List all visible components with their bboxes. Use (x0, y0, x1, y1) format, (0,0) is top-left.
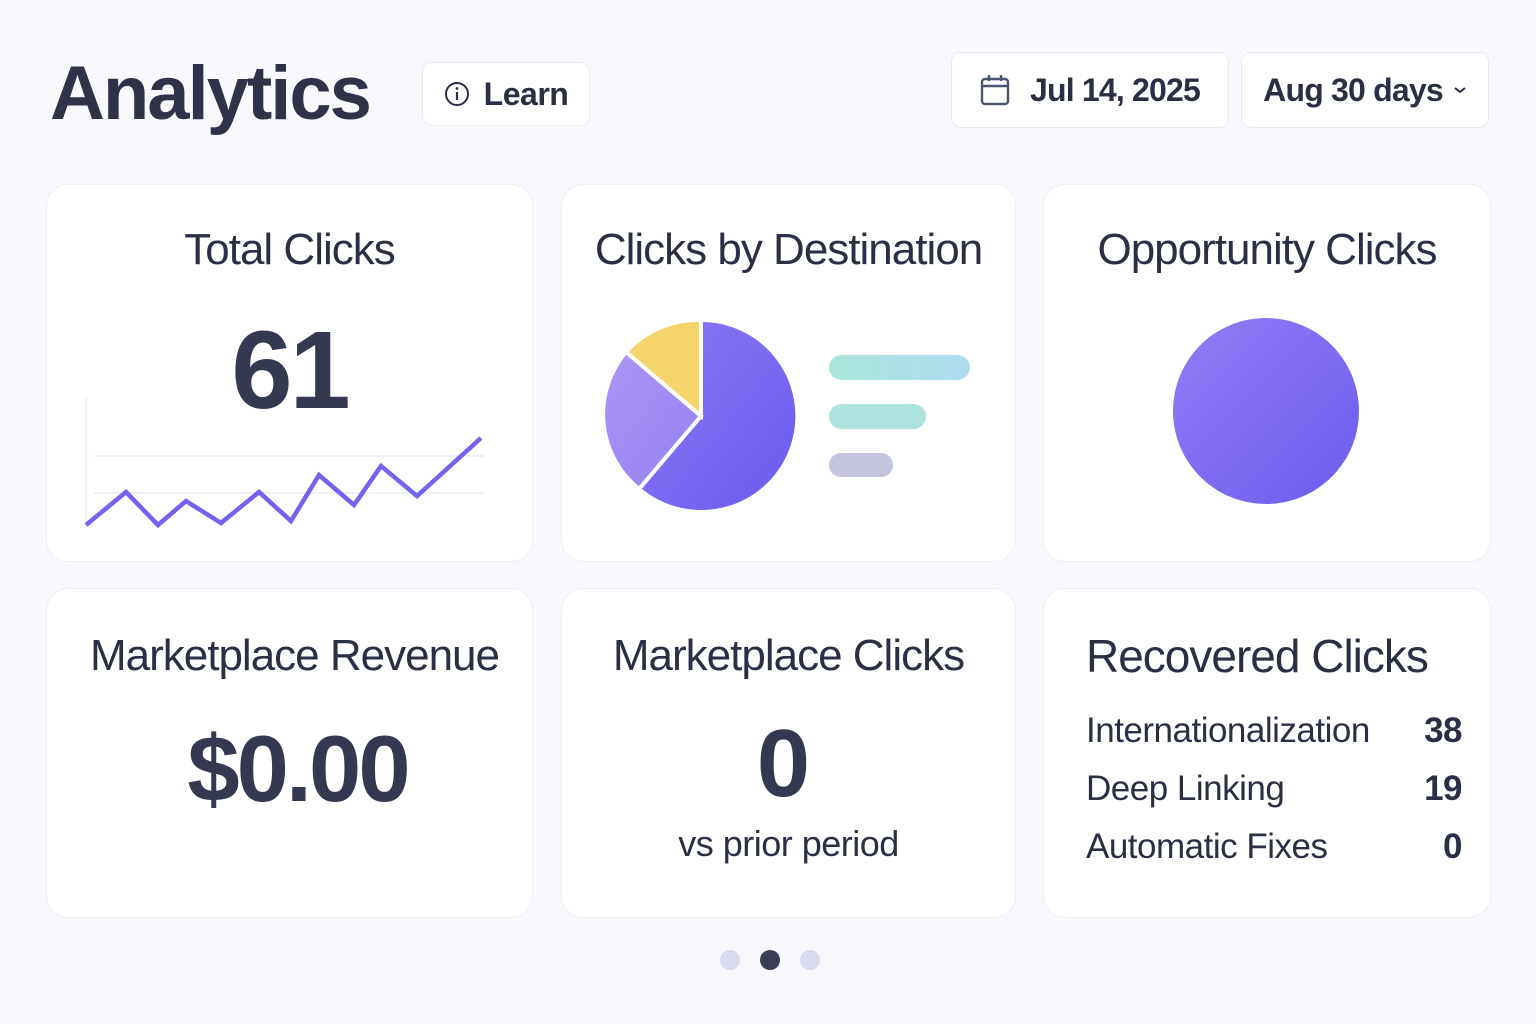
clicks-by-destination-card[interactable]: Clicks by Destination (561, 184, 1016, 562)
range-label: Aug 30 days (1263, 71, 1444, 108)
chevron-down-icon (1453, 85, 1467, 95)
marketplace-clicks-subtitle: vs prior period (678, 823, 899, 864)
page-dot-1[interactable] (720, 950, 740, 970)
learn-button[interactable]: Learn (422, 62, 590, 126)
learn-button-label: Learn (483, 75, 569, 112)
date-picker-button[interactable]: Jul 14, 2025 (951, 52, 1229, 128)
recovered-row: Internationalization 38 (1086, 711, 1462, 751)
total-clicks-value: 61 (231, 309, 350, 432)
recovered-row-label: Deep Linking (1086, 769, 1285, 808)
recovered-row-value: 19 (1424, 769, 1462, 808)
card-title: Total Clicks (184, 225, 396, 274)
recovered-row-label: Automatic Fixes (1086, 827, 1328, 866)
opportunity-clicks-card[interactable]: Opportunity Clicks (1043, 184, 1491, 562)
opportunity-pie-chart (1173, 318, 1359, 504)
destination-pie-chart (601, 317, 970, 514)
card-title: Recovered Clicks (1086, 630, 1429, 682)
recovered-row-label: Internationalization (1086, 711, 1370, 750)
calendar-icon (980, 74, 1010, 106)
card-title: Marketplace Clicks (612, 631, 965, 680)
date-label: Jul 14, 2025 (1029, 71, 1201, 108)
marketplace-clicks-card[interactable]: Marketplace Clicks 0 vs prior period (561, 588, 1016, 918)
recovered-row-value: 0 (1443, 827, 1462, 866)
card-title: Opportunity Clicks (1097, 225, 1437, 274)
card-title: Clicks by Destination (594, 225, 983, 274)
recovered-row: Automatic Fixes 0 (1086, 827, 1462, 867)
date-range-select[interactable]: Aug 30 days (1241, 52, 1489, 128)
marketplace-revenue-card[interactable]: Marketplace Revenue $0.00 (46, 588, 533, 918)
page-dot-2-active[interactable] (760, 950, 780, 970)
recovered-row: Deep Linking 19 (1086, 769, 1462, 809)
recovered-clicks-card[interactable]: Recovered Clicks Internationalization 38… (1043, 588, 1491, 918)
card-title: Marketplace Revenue (89, 631, 500, 680)
pagination-dots (720, 950, 820, 970)
marketplace-clicks-value: 0 (756, 710, 811, 817)
total-clicks-card[interactable]: Total Clicks 61 (46, 184, 533, 562)
recovered-row-value: 38 (1424, 711, 1462, 750)
total-clicks-sparkline (84, 397, 484, 529)
page-dot-3[interactable] (800, 950, 820, 970)
page-title: Analytics (50, 51, 372, 136)
info-icon (444, 81, 470, 107)
marketplace-revenue-value: $0.00 (187, 716, 410, 821)
